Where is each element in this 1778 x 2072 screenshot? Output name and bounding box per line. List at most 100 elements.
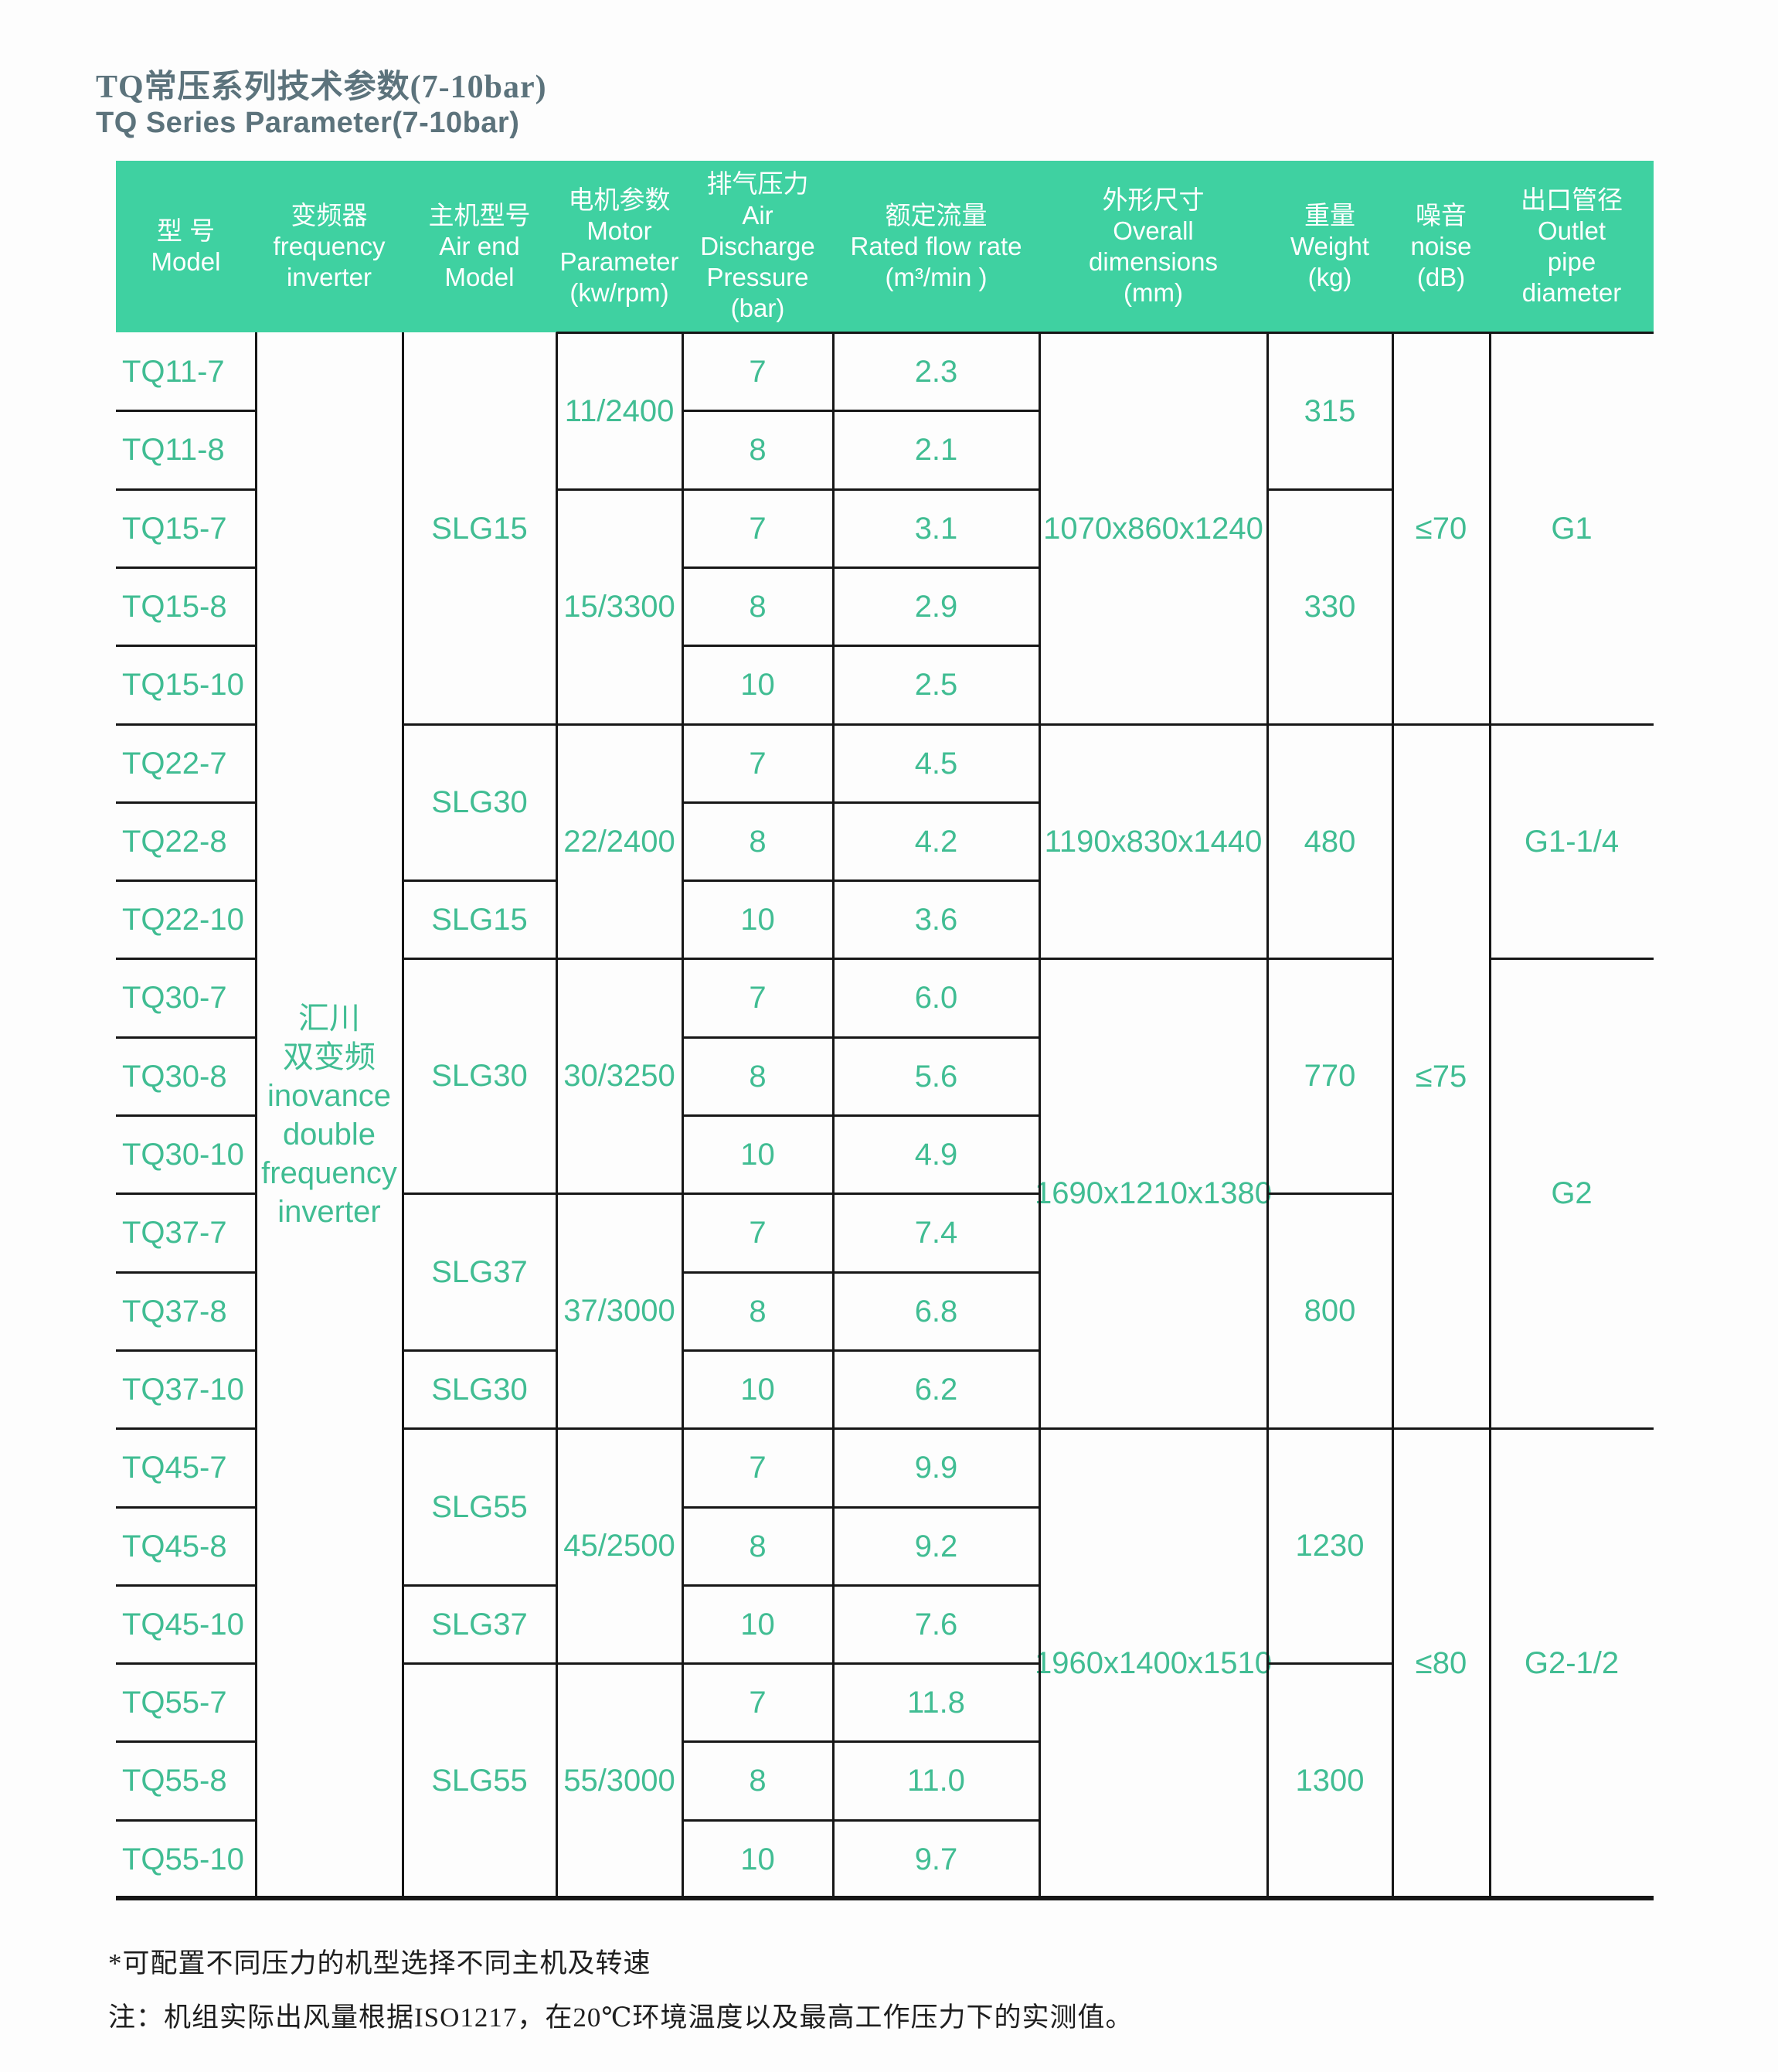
grid-line-h <box>403 723 556 726</box>
cell-pressure: 7 <box>749 1451 767 1485</box>
grid-line-h <box>682 958 833 960</box>
grid-line-h <box>833 1427 1039 1430</box>
cell-dimensions: 1960x1400x1510 <box>1035 1646 1272 1680</box>
grid-line-h <box>833 410 1039 412</box>
cell-outlet: G1 <box>1551 511 1593 546</box>
page-title-zh: TQ常压系列技术参数(7-10bar) <box>96 70 547 105</box>
cell-pressure: 7 <box>749 511 767 546</box>
cell-flow: 4.2 <box>914 824 958 859</box>
cell-line: 双变频 <box>283 1040 376 1074</box>
cell-motor: 45/2500 <box>563 1529 675 1563</box>
grid-line-h <box>1267 488 1392 491</box>
cell-model: TQ30-10 <box>122 1137 244 1172</box>
cell-pressure: 10 <box>740 1842 775 1876</box>
grid-line-h <box>1392 723 1490 726</box>
header-line: Parameter <box>559 247 679 276</box>
grid-line-h <box>116 1427 256 1430</box>
grid-line-h <box>116 1584 256 1587</box>
grid-line-h <box>1267 1662 1392 1665</box>
cell-pressure: 8 <box>749 1764 767 1798</box>
header-line: (bar) <box>730 294 785 323</box>
grid-line-v <box>1266 332 1269 1898</box>
header-line: 型 号 <box>156 216 216 245</box>
cell-pressure: 8 <box>749 1294 767 1329</box>
cell-model: TQ22-7 <box>122 746 227 781</box>
cell-flow: 6.0 <box>914 981 958 1015</box>
cell-dimensions: 1690x1210x1380 <box>1035 1176 1272 1210</box>
grid-line-h <box>116 1114 256 1117</box>
cell-motor: 15/3300 <box>563 590 675 624</box>
cell-line: double <box>282 1118 376 1152</box>
cell-air_end: SLG30 <box>431 785 528 819</box>
grid-line-h <box>116 879 256 882</box>
cell-model: TQ22-8 <box>122 824 227 859</box>
cell-flow: 6.2 <box>914 1372 958 1407</box>
grid-line-h <box>833 1114 1039 1117</box>
header-cell-inverter: 变频器 frequency inverter <box>256 161 403 332</box>
grid-line-h <box>1039 723 1267 726</box>
cell-flow: 11.8 <box>907 1685 965 1720</box>
cell-pressure: 8 <box>749 1529 767 1563</box>
note-iso1217: 注：机组实际出风量根据ISO1217，在20℃环境温度以及最高工作压力下的实测值… <box>108 2002 1134 2033</box>
grid-line-h <box>682 488 833 491</box>
grid-line-h <box>682 1819 833 1822</box>
grid-line-h <box>833 801 1039 804</box>
grid-line-h <box>556 958 682 960</box>
cell-air_end: SLG55 <box>431 1489 528 1524</box>
grid-line-h <box>116 1193 256 1195</box>
header-line: 重量 <box>1304 200 1355 230</box>
grid-line-h <box>833 1662 1039 1665</box>
cell-flow: 9.2 <box>914 1529 958 1563</box>
cell-air_end: SLG15 <box>431 902 528 937</box>
cell-air_end: SLG15 <box>431 511 528 546</box>
grid-line-h <box>682 1506 833 1509</box>
header-line: Air <box>742 200 773 230</box>
cell-pressure: 10 <box>740 1137 775 1172</box>
grid-line-h <box>1392 1427 1490 1430</box>
cell-flow: 9.9 <box>914 1451 958 1485</box>
grid-line-h <box>833 1819 1039 1822</box>
grid-line-h <box>682 1662 833 1665</box>
header-cell-weight: 重量 Weight (kg) <box>1267 161 1392 332</box>
cell-model: TQ11-8 <box>122 433 225 467</box>
grid-line-h <box>116 1506 256 1509</box>
cell-weight: 800 <box>1304 1294 1356 1328</box>
header-line: inverter <box>286 263 372 292</box>
note-pressure-config: *可配置不同压力的机型选择不同主机及转速 <box>108 1948 651 1978</box>
header-line: 主机型号 <box>428 200 531 230</box>
grid-line-h <box>833 1349 1039 1352</box>
grid-line-h <box>116 723 256 726</box>
cell-air_end: SLG30 <box>431 1372 528 1407</box>
cell-pressure: 7 <box>749 1216 767 1250</box>
cell-model: TQ22-10 <box>122 902 244 937</box>
grid-line-h <box>1490 1427 1654 1430</box>
header-cell-dimensions: 外形尺寸 Overall dimensions (mm) <box>1039 161 1267 332</box>
cell-model: TQ30-7 <box>122 981 227 1015</box>
cell-model: TQ55-10 <box>122 1842 244 1876</box>
grid-line-h <box>682 1740 833 1743</box>
grid-line-h <box>833 1740 1039 1743</box>
cell-pressure: 10 <box>740 1372 775 1407</box>
cell-model: TQ30-8 <box>122 1059 227 1094</box>
header-line: Model <box>151 247 221 276</box>
cell-motor: 55/3000 <box>563 1764 675 1798</box>
cell-inverter: 汇川 双变频 inovance double frequency inverter <box>256 332 403 1898</box>
cell-noise: ≤80 <box>1415 1646 1467 1680</box>
grid-line-h <box>833 645 1039 647</box>
grid-line-h <box>116 1740 256 1743</box>
cell-outlet: G2 <box>1551 1176 1593 1210</box>
cell-model: TQ55-7 <box>122 1685 227 1720</box>
grid-line-h <box>403 958 556 960</box>
cell-air_end: SLG37 <box>431 1254 528 1289</box>
page-title-en: TQ Series Parameter(7-10bar) <box>96 107 520 139</box>
grid-line-h <box>116 566 256 569</box>
header-line: diameter <box>1521 278 1622 308</box>
cell-weight: 315 <box>1304 393 1356 428</box>
grid-line-h <box>682 645 833 647</box>
table-header-band <box>116 161 1654 332</box>
grid-line-h <box>833 879 1039 882</box>
header-cell-model: 型 号 Model <box>116 161 256 332</box>
cell-pressure: 10 <box>740 668 775 702</box>
grid-line-h <box>833 723 1039 726</box>
